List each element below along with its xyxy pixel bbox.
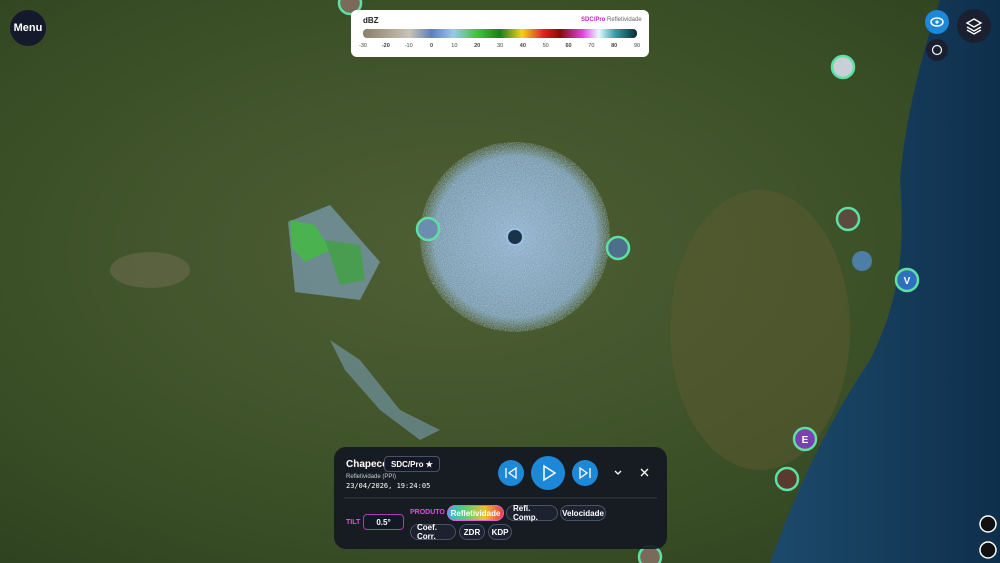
user-marker[interactable] bbox=[852, 251, 872, 271]
layers-button[interactable] bbox=[957, 9, 991, 43]
menu-button[interactable]: Menu bbox=[10, 10, 46, 46]
user-marker[interactable] bbox=[830, 54, 856, 80]
product-chip[interactable]: Coef. Corr. bbox=[410, 523, 456, 541]
marker-label: V bbox=[904, 276, 911, 287]
play-icon bbox=[543, 464, 557, 482]
select-text: SDC/Pro ★ bbox=[391, 459, 433, 469]
legend-tick: 20 bbox=[474, 43, 480, 49]
legend-tick: -30 bbox=[359, 43, 367, 49]
visibility-button[interactable] bbox=[925, 10, 949, 34]
radar-echo bbox=[325, 240, 365, 285]
next-icon bbox=[579, 466, 591, 480]
legend-tick: 80 bbox=[611, 43, 617, 49]
product-mode: Refletividade (PPI) bbox=[346, 474, 397, 480]
previous-button[interactable] bbox=[498, 460, 524, 486]
legend-tick: 10 bbox=[451, 43, 457, 49]
legend-tick: 90 bbox=[634, 43, 640, 49]
product-chip[interactable]: Refletividade bbox=[447, 505, 504, 521]
legend-tick: 50 bbox=[543, 43, 549, 49]
colorbar-scale bbox=[363, 29, 637, 38]
radar-echo bbox=[290, 220, 330, 262]
next-button[interactable] bbox=[572, 460, 598, 486]
user-marker[interactable] bbox=[415, 216, 441, 242]
markers: V E bbox=[337, 0, 920, 563]
colorbar: -30 -20 -10 0 10 20 30 40 50 60 70 80 90 bbox=[359, 29, 640, 49]
product-chip[interactable]: Refl. Comp. bbox=[506, 504, 558, 522]
product-label: PRODUTO bbox=[410, 509, 445, 516]
user-marker[interactable] bbox=[792, 426, 818, 452]
user-marker[interactable] bbox=[894, 267, 920, 293]
legend-unit: dBZ bbox=[363, 16, 379, 25]
select-text: 0.5° bbox=[376, 517, 391, 527]
product-chip[interactable]: Velocidade bbox=[560, 505, 606, 521]
legend-tick: -10 bbox=[405, 43, 413, 49]
legend-tick: 30 bbox=[497, 43, 503, 49]
legend-source: SDC/Pro bbox=[581, 17, 606, 23]
timestamp: 23/04/2026, 19:24:05 bbox=[346, 482, 431, 490]
info-button[interactable] bbox=[979, 515, 997, 533]
legend-tick: 60 bbox=[565, 43, 571, 49]
chat-icon bbox=[931, 44, 943, 56]
play-button[interactable] bbox=[531, 456, 565, 490]
lake bbox=[110, 252, 190, 288]
collapse-button[interactable] bbox=[614, 470, 622, 475]
user-marker[interactable] bbox=[835, 206, 861, 232]
legend-tick: 40 bbox=[520, 43, 526, 49]
legend-tick: 70 bbox=[588, 43, 594, 49]
radar-site[interactable] bbox=[506, 228, 524, 246]
product-chip[interactable]: KDP bbox=[488, 524, 512, 540]
legend-tick: 0 bbox=[430, 43, 433, 49]
terrain bbox=[670, 190, 850, 470]
radar-panel: Chapecó SDC/Pro ★ Refletividade (PPI) 23… bbox=[334, 447, 667, 549]
close-button[interactable] bbox=[640, 468, 649, 477]
tilt-select[interactable]: 0.5° bbox=[363, 514, 404, 530]
marker-label: E bbox=[802, 435, 809, 446]
source-select[interactable]: SDC/Pro ★ bbox=[384, 456, 440, 472]
user-marker[interactable] bbox=[774, 466, 800, 492]
tilt-label: TILT bbox=[346, 519, 361, 526]
user-marker[interactable] bbox=[605, 235, 631, 261]
previous-icon bbox=[505, 466, 517, 480]
controls bbox=[344, 456, 657, 499]
info-button[interactable] bbox=[979, 541, 997, 559]
legend-tick: -20 bbox=[382, 43, 390, 49]
chat-button[interactable] bbox=[926, 39, 948, 61]
eye-icon bbox=[930, 17, 944, 27]
ocean bbox=[770, 0, 1000, 563]
legend: dBZ SDC/Pro Refletividade -30 -20 -10 0 10 20… bbox=[351, 10, 649, 57]
station-name: Chapecó bbox=[346, 459, 389, 470]
layers-icon bbox=[965, 18, 983, 35]
product-chip[interactable]: ZDR bbox=[459, 524, 485, 540]
legend-product: Refletividade bbox=[607, 17, 642, 23]
radar-echo bbox=[330, 340, 440, 440]
